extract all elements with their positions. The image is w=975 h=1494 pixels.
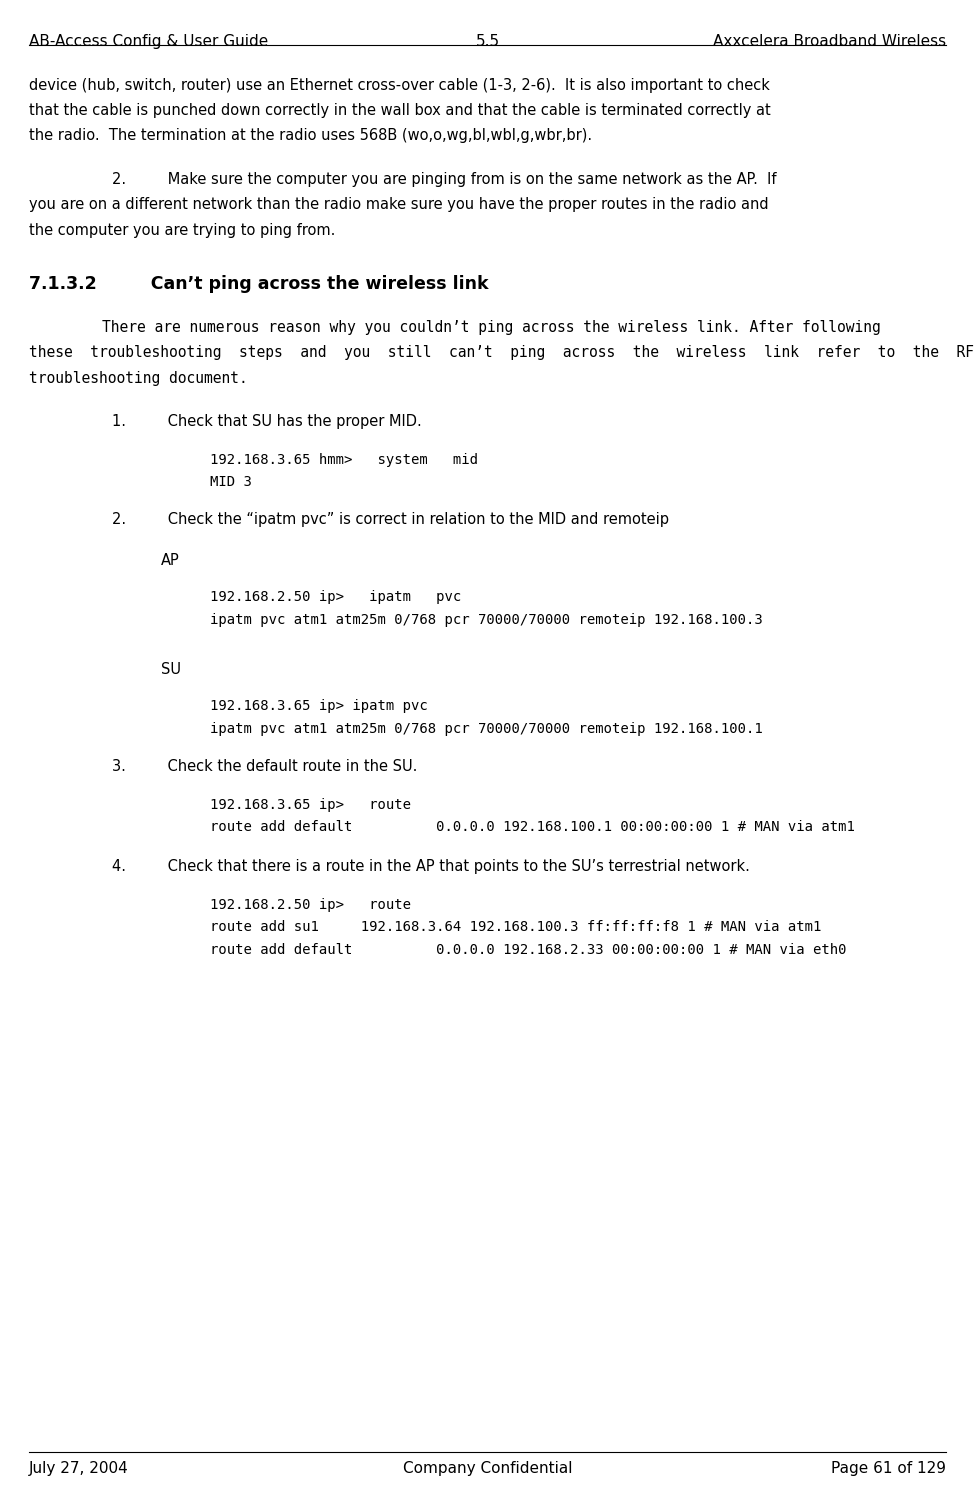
- Text: 4.         Check that there is a route in the AP that points to the SU’s terrest: 4. Check that there is a route in the AP…: [112, 859, 750, 874]
- Text: the radio.  The termination at the radio uses 568B (wo,o,wg,bl,wbl,g,wbr,br).: the radio. The termination at the radio …: [29, 128, 593, 143]
- Text: device (hub, switch, router) use an Ethernet cross-over cable (1-3, 2-6).  It is: device (hub, switch, router) use an Ethe…: [29, 78, 770, 93]
- Text: route add su1     192.168.3.64 192.168.100.3 ff:ff:ff:f8 1 # MAN via atm1: route add su1 192.168.3.64 192.168.100.3…: [210, 920, 821, 934]
- Text: troubleshooting document.: troubleshooting document.: [29, 371, 248, 385]
- Text: 1.         Check that SU has the proper MID.: 1. Check that SU has the proper MID.: [112, 414, 422, 429]
- Text: route add default          0.0.0.0 192.168.100.1 00:00:00:00 1 # MAN via atm1: route add default 0.0.0.0 192.168.100.1 …: [210, 820, 854, 834]
- Text: Page 61 of 129: Page 61 of 129: [831, 1461, 946, 1476]
- Text: There are numerous reason why you couldn’t ping across the wireless link. After : There are numerous reason why you couldn…: [102, 320, 881, 335]
- Text: ipatm pvc atm1 atm25m 0/768 pcr 70000/70000 remoteip 192.168.100.3: ipatm pvc atm1 atm25m 0/768 pcr 70000/70…: [210, 613, 762, 626]
- Text: 2.         Make sure the computer you are pinging from is on the same network as: 2. Make sure the computer you are pingin…: [112, 172, 777, 187]
- Text: SU: SU: [161, 662, 181, 677]
- Text: 2.         Check the “ipatm pvc” is correct in relation to the MID and remoteip: 2. Check the “ipatm pvc” is correct in r…: [112, 512, 669, 527]
- Text: Company Confidential: Company Confidential: [403, 1461, 572, 1476]
- Text: 3.         Check the default route in the SU.: 3. Check the default route in the SU.: [112, 759, 417, 774]
- Text: route add default          0.0.0.0 192.168.2.33 00:00:00:00 1 # MAN via eth0: route add default 0.0.0.0 192.168.2.33 0…: [210, 943, 846, 956]
- Text: July 27, 2004: July 27, 2004: [29, 1461, 129, 1476]
- Text: 192.168.2.50 ip>   ipatm   pvc: 192.168.2.50 ip> ipatm pvc: [210, 590, 461, 604]
- Text: 7.1.3.2         Can’t ping across the wireless link: 7.1.3.2 Can’t ping across the wireless l…: [29, 275, 488, 293]
- Text: 192.168.3.65 hmm>   system   mid: 192.168.3.65 hmm> system mid: [210, 453, 478, 466]
- Text: AB-Access Config & User Guide: AB-Access Config & User Guide: [29, 34, 268, 49]
- Text: 5.5: 5.5: [476, 34, 499, 49]
- Text: that the cable is punched down correctly in the wall box and that the cable is t: that the cable is punched down correctly…: [29, 103, 771, 118]
- Text: ipatm pvc atm1 atm25m 0/768 pcr 70000/70000 remoteip 192.168.100.1: ipatm pvc atm1 atm25m 0/768 pcr 70000/70…: [210, 722, 762, 735]
- Text: 192.168.3.65 ip> ipatm pvc: 192.168.3.65 ip> ipatm pvc: [210, 699, 427, 713]
- Text: Axxcelera Broadband Wireless: Axxcelera Broadband Wireless: [713, 34, 946, 49]
- Text: AP: AP: [161, 553, 179, 568]
- Text: 192.168.3.65 ip>   route: 192.168.3.65 ip> route: [210, 798, 410, 811]
- Text: you are on a different network than the radio make sure you have the proper rout: you are on a different network than the …: [29, 197, 769, 212]
- Text: MID 3: MID 3: [210, 475, 252, 489]
- Text: these  troubleshooting  steps  and  you  still  can’t  ping  across  the  wirele: these troubleshooting steps and you stil…: [29, 345, 974, 360]
- Text: the computer you are trying to ping from.: the computer you are trying to ping from…: [29, 223, 335, 238]
- Text: 192.168.2.50 ip>   route: 192.168.2.50 ip> route: [210, 898, 410, 911]
